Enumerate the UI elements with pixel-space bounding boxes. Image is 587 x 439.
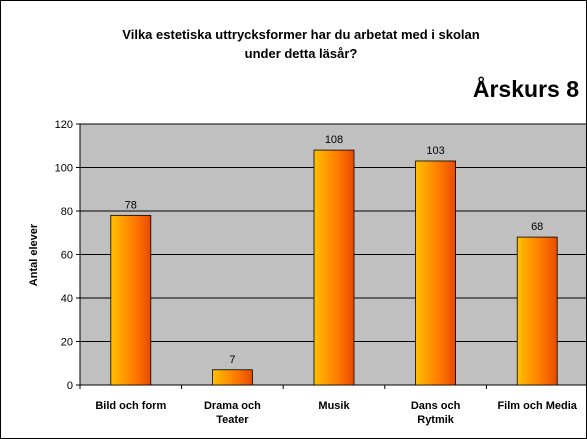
x-tick-label: Musik [318, 400, 350, 412]
bar [110, 214, 152, 386]
x-tick-label: Dans och Rytmik [410, 400, 461, 426]
chart-subtitle: Årskurs 8 [473, 75, 579, 102]
data-label: 108 [325, 134, 343, 146]
bar [313, 149, 355, 386]
y-axis-label: Antal elever [28, 223, 40, 286]
x-tick-label: Film och Media [497, 400, 577, 412]
bar [211, 369, 253, 386]
y-tick-label: 80 [61, 206, 73, 218]
y-tick-label: 60 [61, 250, 73, 262]
y-tick-label: 100 [55, 163, 73, 175]
y-tick-label: 0 [67, 380, 73, 392]
y-tick-label: 120 [55, 119, 73, 131]
x-tick-label: Bild och form [95, 400, 167, 412]
bar [516, 236, 558, 386]
chart-title: under detta läsår? [245, 46, 358, 61]
data-label: 78 [125, 199, 137, 211]
y-tick-label: 40 [61, 293, 73, 305]
y-tick-label: 20 [61, 337, 73, 349]
data-label: 68 [531, 221, 543, 233]
data-label: 103 [426, 145, 444, 157]
bar [415, 160, 457, 386]
data-label: 7 [229, 354, 235, 366]
x-tick-label: Drama och Teater [203, 400, 261, 426]
chart-title: Vilka estetiska uttrycksformer har du ar… [122, 27, 479, 42]
